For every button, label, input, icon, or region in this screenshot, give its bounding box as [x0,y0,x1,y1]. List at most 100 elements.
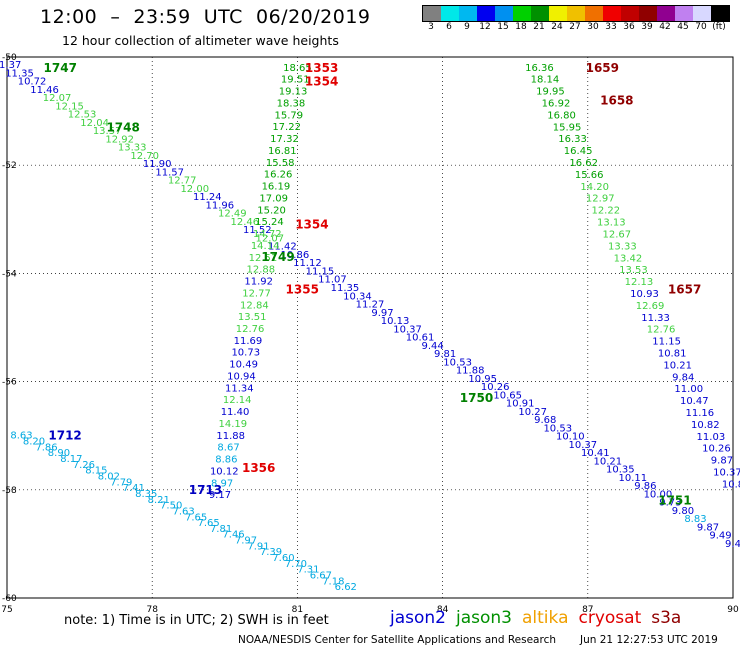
pass-time-label: 1353 [305,61,338,75]
wave-height-value: 13.53 [619,265,648,276]
wave-height-value: 13.57 [93,126,122,137]
wave-height-value: 7.50 [160,501,182,512]
wave-height-value: 12.84 [240,300,269,311]
wave-height-value: 10.27 [518,407,547,418]
footer-note: note: 1) Time is in UTC; 2) SWH is in fe… [64,613,329,628]
wave-height-value: 7.31 [297,565,319,576]
legend-swatch [441,6,459,21]
x-tick-label: 87 [582,605,593,615]
legend-label: 33 [605,22,617,32]
legend-label: (ft) [712,22,726,32]
wave-height-value: 12.76 [236,324,265,335]
wave-height-value: 11.88 [456,366,485,377]
y-tick-label: -60 [2,594,17,604]
wave-height-value: 9.81 [434,349,456,360]
wave-height-value: 12.22 [591,206,620,217]
y-tick-label: -52 [2,161,17,171]
wave-height-value: 9.49 [709,531,731,542]
wave-height-value: 9.17 [209,490,231,501]
legend-swatch [693,6,711,21]
wave-height-value: 11.03 [697,432,726,443]
wave-height-value: 14.14 [251,241,280,252]
pass-time-label: 1751 [658,494,691,508]
wave-height-value: 10.34 [343,291,372,302]
legend-label: 15 [497,22,509,32]
wave-height-value: 12.46 [231,217,260,228]
wave-height-value: 14.19 [219,419,248,430]
wave-height-value: 11.52 [243,225,272,236]
legend-label: 24 [551,22,563,32]
wave-height-value: 16.45 [564,146,593,157]
wave-height-value: 19.95 [536,87,565,98]
y-tick-label: -58 [2,486,17,496]
color-legend-bar [422,5,730,22]
wave-height-value: 10.13 [381,316,410,327]
wave-height-value: 12.76 [647,325,676,336]
legend-swatch [477,6,495,21]
wave-height-value: 9.86 [634,481,656,492]
wave-height-value: 11.15 [306,266,335,277]
footer-timestamp: Jun 21 12:27:53 UTC 2019 [580,634,718,646]
legend-swatch [675,6,693,21]
wave-height-value: 16.19 [262,182,291,193]
wave-height-value: 10.21 [594,456,623,467]
wave-height-value: 11.42 [268,242,297,253]
wave-height-value: 12.88 [247,265,276,276]
chart-title: 12:00 – 23:59 UTC 06/20/2019 [40,6,371,28]
wave-height-value: 15.66 [575,170,604,181]
wave-height-value: 8.90 [48,448,70,459]
wave-height-value: 11.57 [155,167,184,178]
satellite-legend-item: altika [522,608,569,628]
wave-height-value: 8.35 [135,489,157,500]
wave-height-value: 9.73 [659,498,681,509]
wave-height-value: 7.81 [210,524,232,535]
legend-label: 27 [569,22,581,32]
pass-time-label: 1749 [261,250,294,264]
wave-height-value: 11.16 [685,408,714,419]
wave-height-value: 7.18 [322,576,344,587]
legend-label: 45 [677,22,689,32]
wave-height-value: 10.26 [481,382,510,393]
wave-height-value: 11.15 [652,337,681,348]
wave-height-value: 13.42 [614,253,643,264]
wave-height-value: 9.87 [711,456,733,467]
wave-height-value: 10.73 [231,348,260,359]
wave-height-value: 10.93 [630,289,659,300]
wave-height-value: 12.53 [68,110,97,121]
wave-height-value: 11.96 [205,200,234,211]
plot-grid [7,57,733,598]
legend-swatch [495,6,513,21]
wave-height-value: 11.07 [318,275,347,286]
legend-swatch [585,6,603,21]
legend-label: 36 [623,22,635,32]
wave-height-value: 16.62 [569,158,598,169]
wave-height-value: 16.33 [558,134,587,145]
wave-height-value: 10.61 [406,333,435,344]
legend-label: 39 [641,22,653,32]
wave-height-value: 14.72 [253,229,282,240]
wave-height-value: 7.63 [173,506,195,517]
wave-height-value: 12.67 [603,229,632,240]
wave-height-value: 10.11 [619,473,648,484]
wave-height-value: 8.67 [217,443,239,454]
legend-label: 21 [533,22,545,32]
wave-height-value: 11.35 [5,68,34,79]
wave-height-value: 7.41 [123,483,145,494]
wave-height-value: 19.51 [281,75,310,86]
legend-label: 9 [464,22,470,32]
pass-time-label: 1659 [586,61,619,75]
footer-credit: NOAA/NESDIS Center for Satellite Applica… [238,634,556,646]
legend-label: 6 [446,22,452,32]
legend-swatch [603,6,621,21]
x-tick-label: 81 [292,605,303,615]
color-legend-labels: 3 6 9 12 15 18 21 24 27 30 33 36 39 42 45 70 (ft) [422,22,728,34]
wave-height-value: 13.51 [238,312,267,323]
wave-height-value: 10.53 [543,423,572,434]
wave-height-value: 7.65 [197,518,219,529]
wave-height-value: 10.53 [443,357,472,368]
wave-height-value: 9.44 [421,341,443,352]
legend-label: 70 [695,22,707,32]
wave-height-value: 11.35 [331,283,360,294]
wave-height-value: 15.24 [255,217,284,228]
wave-height-value: 10.8 [722,479,740,490]
